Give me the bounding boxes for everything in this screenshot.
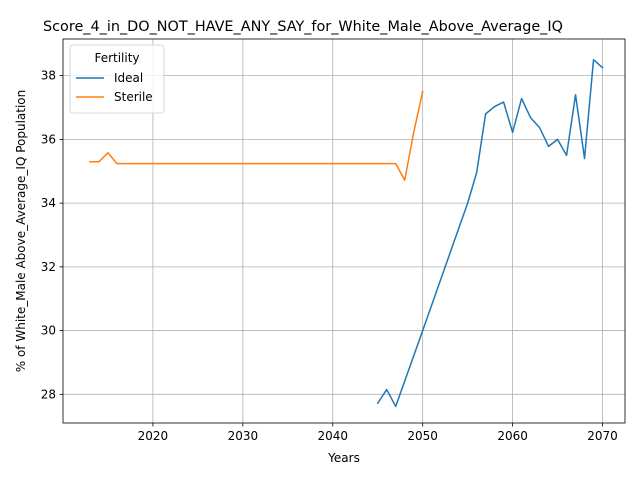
y-tick-label: 30 (41, 324, 56, 338)
legend-box (69, 44, 165, 114)
x-axis-label: Years (327, 451, 360, 465)
y-tick-label: 34 (41, 196, 56, 210)
x-tick-label: 2050 (407, 429, 438, 443)
y-tick-label: 36 (41, 132, 56, 146)
x-axis-ticks: 2020 2030 2040 2050 2060 2070 (138, 423, 618, 443)
grid-lines (63, 39, 625, 423)
y-tick-label: 32 (41, 260, 56, 274)
series-line-sterile (89, 90, 424, 181)
chart-title: Score_4_in_DO_NOT_HAVE_ANY_SAY_for_White… (43, 19, 563, 35)
legend-title: Fertility (94, 51, 139, 65)
legend-label-sterile: Sterile (114, 90, 153, 104)
x-tick-label: 2030 (228, 429, 259, 443)
series-line-ideal (376, 58, 604, 408)
x-tick-label: 2040 (317, 429, 348, 443)
series-layer (89, 58, 604, 408)
y-tick-label: 28 (41, 387, 56, 401)
plot-frame (62, 38, 626, 424)
x-tick-label: 2070 (587, 429, 618, 443)
x-tick-label: 2020 (138, 429, 169, 443)
legend: Fertility Ideal Sterile (69, 44, 165, 114)
y-axis-label: % of White_Male Above_Average_IQ Populat… (14, 90, 28, 373)
y-axis-ticks: 28 30 32 34 36 38 (41, 69, 63, 401)
y-tick-label: 38 (41, 69, 56, 83)
x-tick-label: 2060 (497, 429, 528, 443)
legend-label-ideal: Ideal (114, 71, 143, 85)
